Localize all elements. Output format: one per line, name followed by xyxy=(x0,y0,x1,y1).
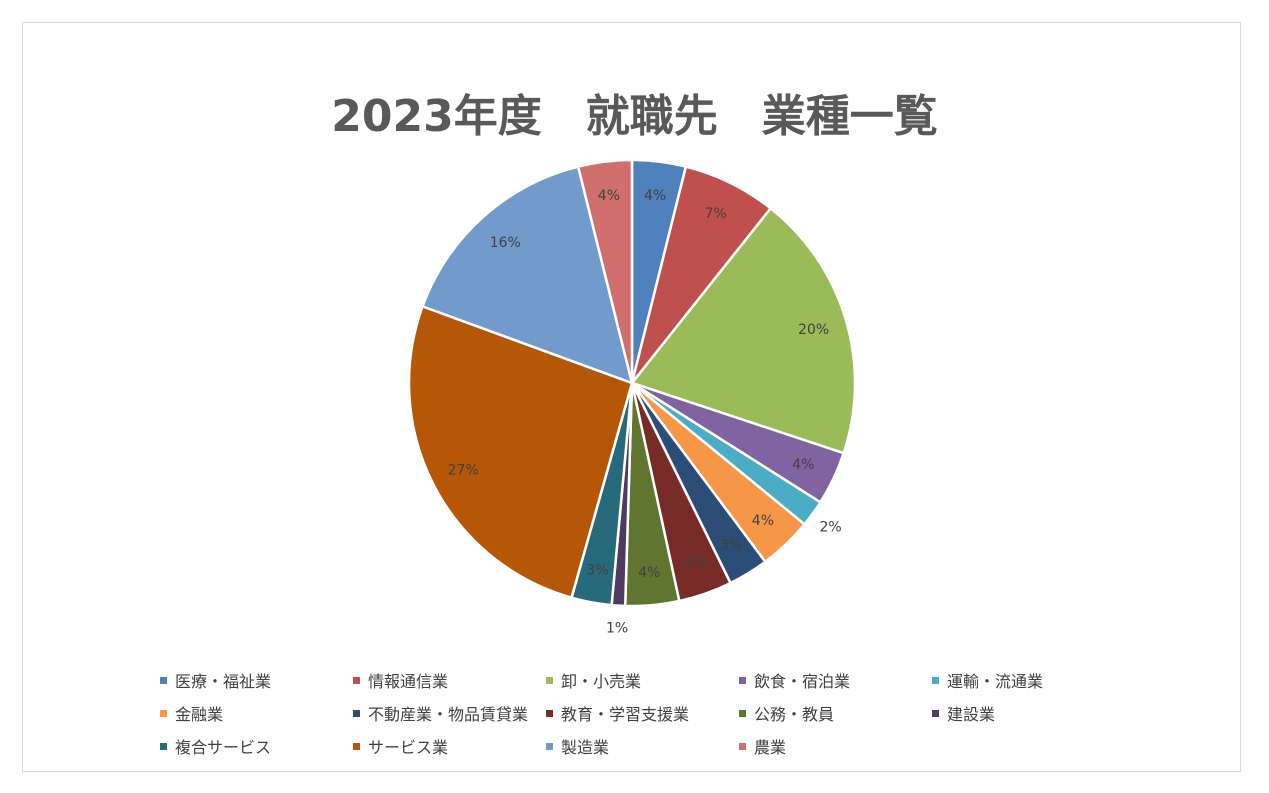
legend-label: 卸・小売業 xyxy=(561,672,642,691)
legend-swatch xyxy=(546,676,553,684)
legend-label: 情報通信業 xyxy=(368,672,449,691)
legend-label: 公務・教員 xyxy=(754,705,835,724)
legend-label: 不動産業・物品賃貸業 xyxy=(368,705,529,724)
legend-item: 教育・学習支援業 xyxy=(546,702,689,724)
legend-label: 教育・学習支援業 xyxy=(561,705,690,724)
legend-row: 複合サービス サービス業 製造業 農業 xyxy=(160,735,1160,768)
legend-label: 医療・福祉業 xyxy=(175,672,272,691)
data-label: 4% xyxy=(792,457,814,473)
legend-row: 医療・福祉業 情報通信業 卸・小売業 飲食・宿泊業 運輸・流通業 xyxy=(160,669,1160,702)
data-label: 20% xyxy=(798,322,829,338)
legend-label: サービス業 xyxy=(368,738,449,757)
legend-label: 運輸・流通業 xyxy=(947,672,1044,691)
legend-swatch xyxy=(160,676,167,684)
data-label: 7% xyxy=(705,206,727,222)
legend-item: 公務・教員 xyxy=(739,702,834,724)
data-label: 3% xyxy=(720,538,742,554)
data-label: 4% xyxy=(598,188,620,204)
legend-swatch xyxy=(353,709,360,717)
legend-item: 情報通信業 xyxy=(353,669,448,691)
legend-label: 農業 xyxy=(754,738,787,757)
legend-label: 製造業 xyxy=(561,738,610,757)
legend-label: 金融業 xyxy=(175,705,224,724)
legend-item: 金融業 xyxy=(160,702,223,724)
legend-item: 農業 xyxy=(739,735,786,757)
legend-label: 複合サービス xyxy=(175,738,272,757)
legend-swatch xyxy=(739,676,746,684)
legend-swatch xyxy=(353,676,360,684)
legend-item: 製造業 xyxy=(546,735,609,757)
legend-label: 飲食・宿泊業 xyxy=(754,672,851,691)
chart-title: 2023年度 就職先 業種一覧 xyxy=(331,91,938,142)
pie-slice xyxy=(630,207,857,455)
legend-row: 金融業 不動産業・物品賃貸業 教育・学習支援業 公務・教員 建設業 xyxy=(160,702,1160,735)
legend-item: 医療・福祉業 xyxy=(160,669,271,691)
legend-item: 卸・小売業 xyxy=(546,669,641,691)
legend-item: 複合サービス xyxy=(160,735,271,757)
legend-item: 建設業 xyxy=(932,702,995,724)
data-label: 3% xyxy=(586,562,608,578)
legend-swatch xyxy=(546,742,553,750)
legend-swatch xyxy=(546,709,553,717)
data-label: 1% xyxy=(606,621,628,637)
data-label: 27% xyxy=(448,462,479,478)
data-label: 16% xyxy=(490,235,521,251)
legend-swatch xyxy=(353,742,360,750)
legend-swatch xyxy=(160,742,167,750)
pie-slice xyxy=(576,158,634,385)
legend-swatch xyxy=(739,709,746,717)
pie-slice xyxy=(407,305,634,599)
data-label: 4% xyxy=(683,555,705,571)
legend-swatch xyxy=(739,742,746,750)
data-label: 4% xyxy=(644,188,666,204)
legend-swatch xyxy=(932,676,939,684)
legend-item: サービス業 xyxy=(353,735,448,757)
data-label: 2% xyxy=(819,519,841,535)
legend-item: 不動産業・物品賃貸業 xyxy=(353,702,528,724)
legend-item: 飲食・宿泊業 xyxy=(739,669,850,691)
data-label: 4% xyxy=(752,513,774,529)
legend-label: 建設業 xyxy=(947,705,996,724)
chart-legend: 医療・福祉業 情報通信業 卸・小売業 飲食・宿泊業 運輸・流通業金融業 不動産業・物品賃貸… xyxy=(160,669,1160,768)
data-label: 4% xyxy=(638,565,660,581)
legend-swatch xyxy=(932,709,939,717)
legend-swatch xyxy=(160,709,167,717)
pie-slice xyxy=(421,165,634,385)
legend-item: 運輸・流通業 xyxy=(932,669,1043,691)
